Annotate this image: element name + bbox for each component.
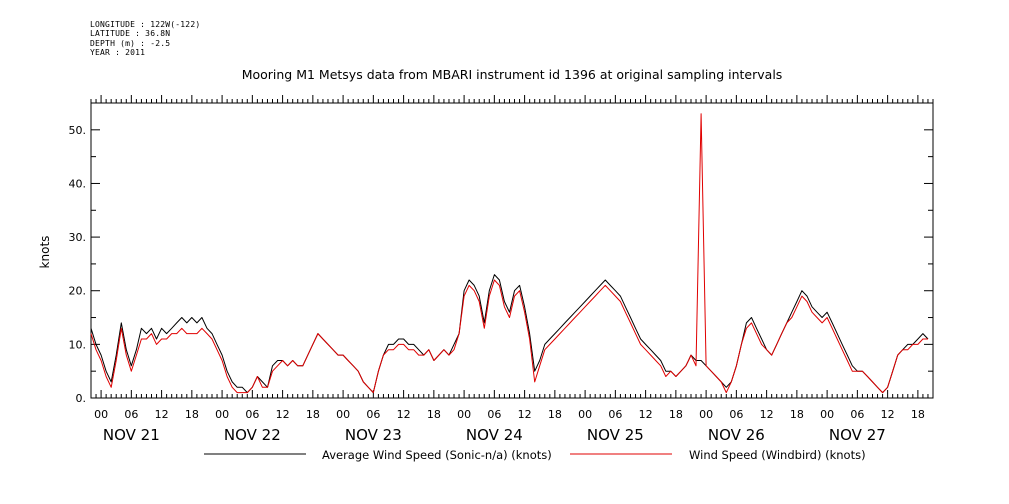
x-tick-label: 06 (608, 408, 622, 421)
x-day-label: NOV 24 (466, 426, 523, 444)
x-tick-label: 06 (487, 408, 501, 421)
meta-latitude: LATITUDE : 36.8N (90, 29, 171, 39)
x-tick-label: 18 (790, 408, 804, 421)
x-tick-label: 06 (729, 408, 743, 421)
y-tick-label: 40. (69, 177, 87, 190)
plot-frame (90, 102, 934, 399)
chart-title: Mooring M1 Metsys data from MBARI instru… (241, 67, 783, 82)
x-tick-label: 06 (850, 408, 864, 421)
legend-label-windbird: Wind Speed (Windbird) (knots) (689, 448, 866, 462)
x-tick-label: 12 (155, 408, 169, 421)
x-axis: 00 06 12 18 00 06 12 18 00 06 12 18 00 06 12 18 00 06 12 18… (90, 95, 934, 444)
x-tick-label: 00 (336, 408, 350, 421)
x-day-label: NOV 27 (829, 426, 886, 444)
x-tick-label: 18 (669, 408, 683, 421)
x-tick-label: 00 (457, 408, 471, 421)
x-day-label: NOV 23 (345, 426, 402, 444)
x-day-label: NOV 25 (587, 426, 644, 444)
x-day-label: NOV 22 (224, 426, 281, 444)
x-tick-label: 00 (820, 408, 834, 421)
x-tick-label: 18 (427, 408, 441, 421)
x-tick-label: 00 (699, 408, 713, 421)
x-tick-label: 06 (124, 408, 138, 421)
x-tick-label: 18 (911, 408, 925, 421)
y-tick-label: 10. (69, 338, 87, 351)
series-group (90, 113, 929, 394)
x-tick-label: 12 (518, 408, 532, 421)
x-tick-label: 12 (397, 408, 411, 421)
metadata-block: LONGITUDE : 122W(-122) LATITUDE : 36.8N … (90, 20, 200, 57)
x-tick-label: 12 (760, 408, 774, 421)
series-windbird-line (90, 113, 928, 394)
x-tick-label: 00 (578, 408, 592, 421)
x-tick-label: 06 (366, 408, 380, 421)
x-tick-label: 18 (306, 408, 320, 421)
meta-year: YEAR : 2011 (90, 47, 146, 57)
x-tick-label: 12 (881, 408, 895, 421)
meta-depth: DEPTH (m) : -2.5 (90, 38, 171, 48)
x-day-label: NOV 21 (103, 426, 160, 444)
x-tick-label: 06 (245, 408, 259, 421)
x-tick-label: 18 (185, 408, 199, 421)
y-tick-label: 30. (69, 231, 87, 244)
legend: Average Wind Speed (Sonic-n/a) (knots) W… (204, 448, 866, 462)
y-tick-label: 0. (76, 392, 87, 405)
y-axis-label: knots (38, 236, 52, 269)
x-tick-label: 00 (215, 408, 229, 421)
legend-label-average: Average Wind Speed (Sonic-n/a) (knots) (322, 448, 552, 462)
y-axis: 0. 10. 20. 30. 40. 50. (69, 102, 933, 405)
x-tick-label: 12 (639, 408, 653, 421)
x-day-label: NOV 26 (708, 426, 765, 444)
x-tick-label: 12 (276, 408, 290, 421)
y-tick-label: 50. (69, 124, 87, 137)
series-average-line (90, 274, 929, 394)
meta-longitude: LONGITUDE : 122W(-122) (90, 20, 201, 29)
x-tick-label: 18 (548, 408, 562, 421)
y-tick-label: 20. (69, 285, 87, 298)
x-tick-label: 00 (94, 408, 108, 421)
